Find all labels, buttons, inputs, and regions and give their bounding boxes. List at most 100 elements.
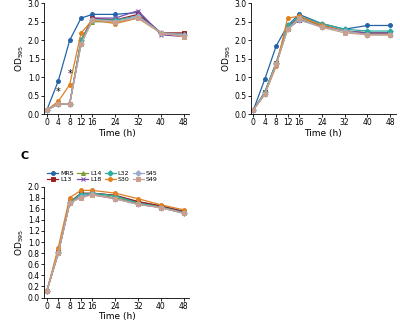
L13 xyxy=(320,24,324,27)
L13 xyxy=(342,29,347,33)
S30 xyxy=(251,108,256,112)
L32 xyxy=(181,33,186,37)
S45 xyxy=(113,20,118,24)
S30 xyxy=(44,108,49,112)
L32 xyxy=(274,60,279,64)
L13 xyxy=(365,31,370,35)
Line: S49: S49 xyxy=(45,16,186,112)
L18 xyxy=(67,201,72,205)
L14 xyxy=(56,102,61,106)
S45 xyxy=(44,108,49,112)
L32 xyxy=(262,90,267,94)
L13 xyxy=(136,12,140,16)
L14 xyxy=(56,251,61,255)
Line: L14: L14 xyxy=(45,192,186,293)
L14 xyxy=(158,206,163,210)
MRS xyxy=(44,108,49,112)
S49 xyxy=(158,31,163,35)
L18 xyxy=(136,202,140,206)
L18 xyxy=(79,195,84,198)
S49 xyxy=(44,108,49,112)
S30 xyxy=(113,22,118,26)
L14 xyxy=(158,31,163,35)
MRS xyxy=(113,194,118,198)
Y-axis label: OD$_{595}$: OD$_{595}$ xyxy=(14,229,26,256)
S30 xyxy=(365,33,370,37)
S45 xyxy=(158,31,163,35)
MRS xyxy=(365,24,370,27)
L18 xyxy=(67,102,72,106)
L32 xyxy=(388,29,393,33)
S30 xyxy=(136,197,140,201)
L14 xyxy=(90,20,95,24)
S49 xyxy=(90,18,95,22)
S49 xyxy=(67,201,72,205)
S45 xyxy=(297,18,302,22)
X-axis label: Time (h): Time (h) xyxy=(304,129,342,138)
L18 xyxy=(90,16,95,20)
S49 xyxy=(388,33,393,37)
L18 xyxy=(320,24,324,27)
L14 xyxy=(274,62,279,66)
L13 xyxy=(67,102,72,106)
Line: S49: S49 xyxy=(45,193,186,293)
S49 xyxy=(44,289,49,293)
L14 xyxy=(67,102,72,106)
Line: L14: L14 xyxy=(45,16,186,112)
L18 xyxy=(158,206,163,210)
Y-axis label: OD$_{595}$: OD$_{595}$ xyxy=(220,45,233,72)
S49 xyxy=(79,42,84,46)
MRS xyxy=(56,250,61,254)
S45 xyxy=(274,62,279,66)
S30 xyxy=(67,196,72,199)
L18 xyxy=(365,31,370,35)
S49 xyxy=(297,16,302,20)
MRS xyxy=(251,108,256,112)
MRS xyxy=(79,195,84,198)
Line: L14: L14 xyxy=(252,16,392,112)
L32 xyxy=(67,200,72,204)
S30 xyxy=(90,18,95,22)
L32 xyxy=(285,24,290,27)
Legend: MRS, L13, L14, L18, L32, S30, S45, S49: MRS, L13, L14, L18, L32, S30, S45, S49 xyxy=(47,171,158,182)
MRS xyxy=(113,12,118,16)
Line: L13: L13 xyxy=(45,191,186,293)
MRS xyxy=(285,24,290,27)
L32 xyxy=(90,191,95,195)
L18 xyxy=(262,92,267,96)
MRS xyxy=(342,27,347,31)
L32 xyxy=(113,194,118,198)
S30 xyxy=(56,99,61,103)
Line: MRS: MRS xyxy=(45,10,186,112)
L14 xyxy=(181,33,186,37)
L14 xyxy=(181,211,186,215)
S49 xyxy=(113,197,118,201)
Line: L18: L18 xyxy=(45,193,186,293)
S49 xyxy=(181,211,186,215)
S30 xyxy=(158,203,163,207)
Line: L32: L32 xyxy=(45,14,186,112)
L14 xyxy=(113,20,118,24)
MRS xyxy=(90,12,95,16)
S30 xyxy=(297,14,302,18)
L18 xyxy=(342,29,347,33)
L14 xyxy=(320,24,324,27)
MRS xyxy=(181,33,186,37)
L32 xyxy=(56,250,61,254)
S45 xyxy=(388,33,393,37)
S49 xyxy=(320,26,324,29)
L18 xyxy=(297,14,302,18)
Text: C: C xyxy=(21,151,29,161)
Text: *: * xyxy=(67,69,72,79)
L14 xyxy=(136,16,140,20)
S30 xyxy=(181,208,186,212)
S49 xyxy=(285,27,290,31)
L14 xyxy=(297,16,302,20)
S45 xyxy=(320,26,324,29)
S45 xyxy=(262,92,267,96)
S30 xyxy=(44,289,49,293)
L13 xyxy=(388,31,393,35)
S45 xyxy=(44,289,49,293)
L18 xyxy=(251,108,256,112)
L18 xyxy=(181,211,186,215)
